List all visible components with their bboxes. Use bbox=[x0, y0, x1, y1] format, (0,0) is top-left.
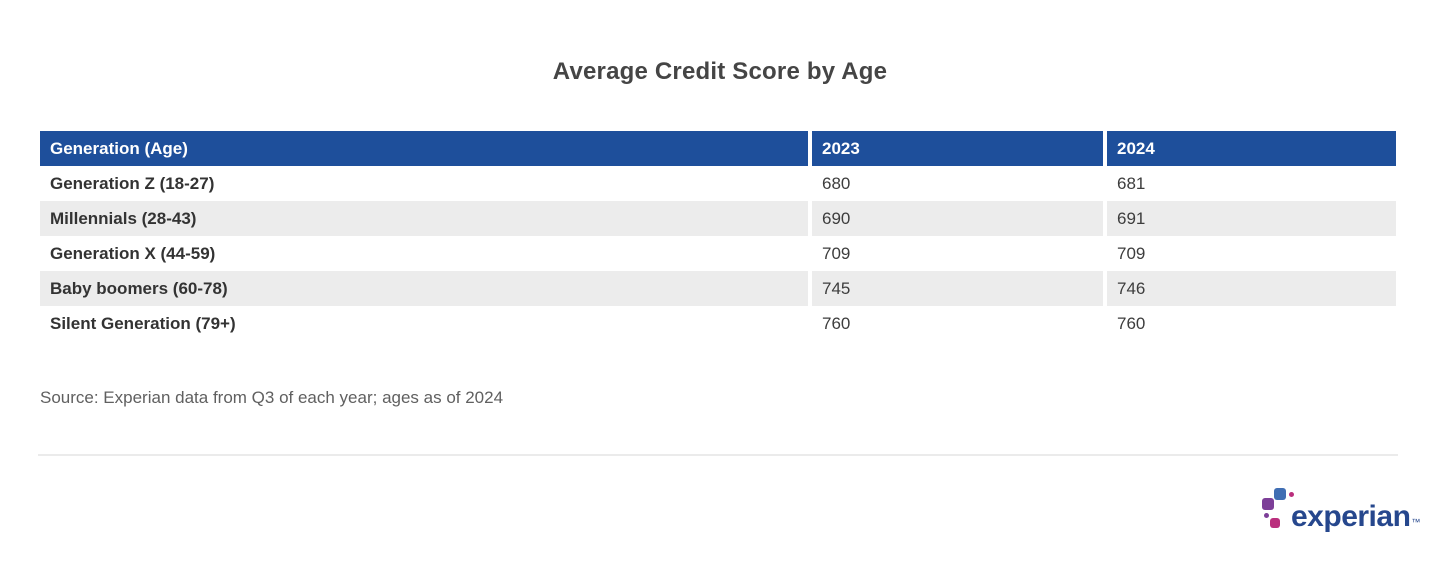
score-cell: 746 bbox=[1103, 271, 1396, 306]
logo-magenta-square-icon bbox=[1270, 518, 1280, 528]
score-cell: 709 bbox=[808, 236, 1103, 271]
table-row: Generation X (44-59) 709 709 bbox=[40, 236, 1396, 271]
generation-cell: Baby boomers (60-78) bbox=[40, 271, 808, 306]
table-row: Silent Generation (79+) 760 760 bbox=[40, 306, 1396, 341]
score-cell: 691 bbox=[1103, 201, 1396, 236]
credit-score-table: Generation (Age) 2023 2024 Generation Z … bbox=[40, 131, 1396, 341]
table-header-row: Generation (Age) 2023 2024 bbox=[40, 131, 1396, 166]
logo-purple-square-icon bbox=[1262, 498, 1274, 510]
table-row: Baby boomers (60-78) 745 746 bbox=[40, 271, 1396, 306]
logo-blue-square-icon bbox=[1274, 488, 1286, 500]
column-header-2024: 2024 bbox=[1103, 131, 1396, 166]
column-header-2023: 2023 bbox=[808, 131, 1103, 166]
score-cell: 760 bbox=[808, 306, 1103, 341]
logo-magenta-dot-icon bbox=[1289, 492, 1294, 497]
experian-wordmark: experian bbox=[1291, 500, 1411, 533]
column-header-generation: Generation (Age) bbox=[40, 131, 808, 166]
score-cell: 680 bbox=[808, 166, 1103, 201]
experian-logo: experian ™ bbox=[1260, 486, 1420, 534]
generation-cell: Generation X (44-59) bbox=[50, 243, 216, 263]
divider bbox=[38, 454, 1398, 456]
experian-logo-mark-icon bbox=[1260, 486, 1294, 534]
table-row: Generation Z (18-27) 680 681 bbox=[40, 166, 1396, 201]
trademark-symbol: ™ bbox=[1411, 517, 1421, 527]
score-cell: 760 bbox=[1103, 306, 1396, 341]
table-row: Millennials (28-43) 690 691 bbox=[40, 201, 1396, 236]
score-cell: 745 bbox=[808, 271, 1103, 306]
logo-purple-dot-icon bbox=[1264, 513, 1269, 518]
score-cell: 690 bbox=[808, 201, 1103, 236]
generation-cell: Silent Generation (79+) bbox=[50, 313, 236, 333]
score-cell: 709 bbox=[1103, 236, 1396, 271]
source-note: Source: Experian data from Q3 of each ye… bbox=[40, 388, 504, 407]
generation-cell: Millennials (28-43) bbox=[40, 201, 808, 236]
generation-cell: Generation Z (18-27) bbox=[50, 173, 215, 193]
score-cell: 681 bbox=[1103, 166, 1396, 201]
page-title: Average Credit Score by Age bbox=[552, 58, 888, 85]
